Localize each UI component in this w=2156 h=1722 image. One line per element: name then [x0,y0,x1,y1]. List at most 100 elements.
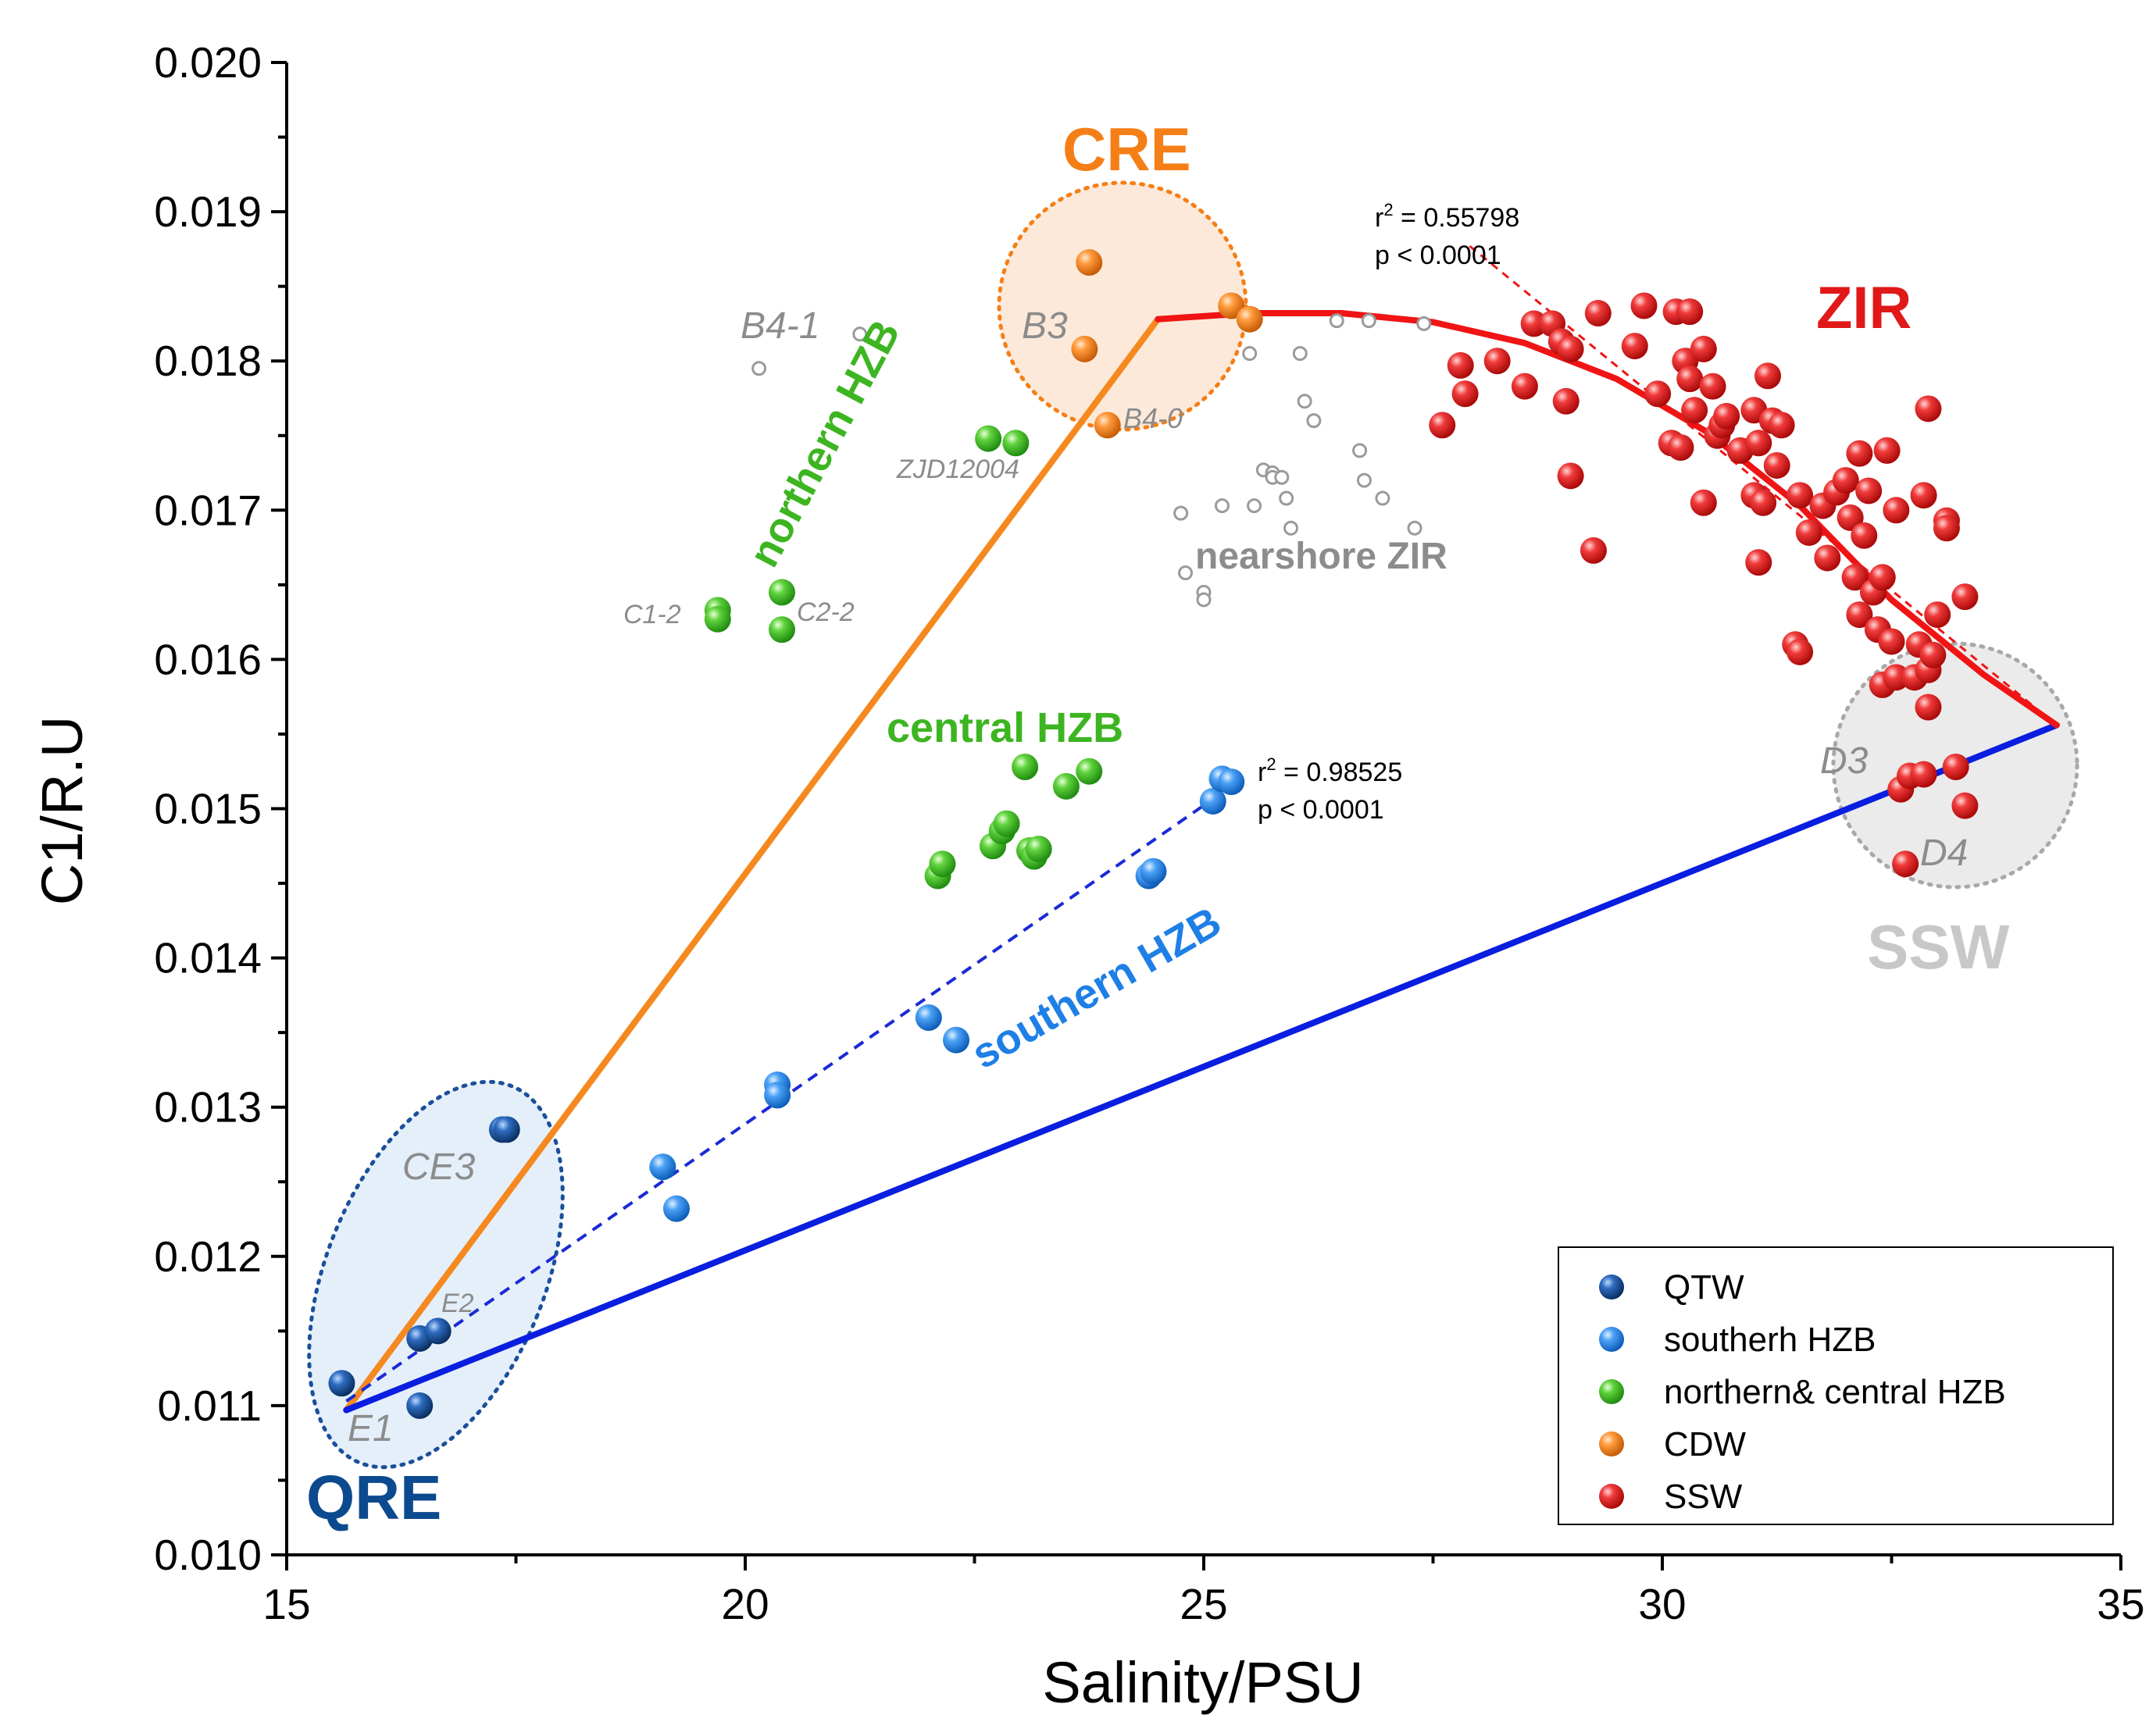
point-nearshore-zir [1306,413,1322,429]
point-ssw [1951,583,1979,611]
point-northern-central-hzb [704,605,731,633]
legend-label: SSW [1664,1478,1743,1516]
point-ssw [1846,601,1873,629]
point-nearshore-zir [1329,313,1344,329]
stat-p-blue: p < 0.0001 [1258,795,1384,825]
point-ssw [1621,333,1648,360]
blue-mixing-line [343,722,2060,1414]
point-ssw [1787,638,1814,665]
point-qtw [328,1370,355,1397]
point-ssw [1878,628,1905,655]
mixing-lines [343,244,2060,1414]
point-cdw [1236,305,1263,333]
point-ssw [1690,489,1717,516]
point-northern-central-hzb [1076,758,1103,785]
label-central-hzb: central HZB [887,704,1123,751]
point-northern-central-hzb [1012,753,1039,780]
point-ssw [1667,434,1694,462]
label-zjd12004: ZJD12004 [896,455,1019,484]
point-ssw [1787,482,1814,509]
point-nearshore-zir [1279,490,1294,506]
point-ssw [1630,292,1658,319]
point-ssw [1924,601,1951,629]
x-tick-label: 25 [1180,1580,1227,1628]
point-northern-central-hzb [993,810,1020,837]
point-northern-central-hzb [1052,772,1080,800]
cre-region-circle [997,180,1248,432]
legend-marker [1599,1275,1624,1300]
point-qtw [493,1116,520,1143]
point-nearshore-zir [852,326,868,342]
stat-r2-red: r2 = 0.55798 [1375,200,1519,233]
legend: QTW southerh HZB northern& central HZB CDW S… [1558,1246,2114,1525]
southern-hzb-regression-line [345,785,1233,1403]
orange-mixing-line [343,316,1162,1414]
point-nearshore-zir [1283,520,1299,536]
point-southerh-hzb [662,1195,690,1222]
data-points [328,249,1979,1419]
point-ssw [1933,515,1960,542]
point-southerh-hzb [1199,787,1226,815]
y-tick-label: 0.017 [154,486,262,534]
point-ssw [1754,362,1782,390]
region-label-zir: ZIR [1816,275,1911,341]
label-b4-0: B4-0 [1123,402,1183,434]
point-southerh-hzb [915,1004,942,1032]
point-nearshore-zir [751,361,767,376]
x-axis-title: Salinity/PSU [1042,1650,1363,1715]
point-ssw [1745,430,1772,457]
y-tick-label: 0.015 [154,785,262,833]
point-qtw [406,1392,434,1419]
point-ssw [1557,462,1584,490]
stat-p-red: p < 0.0001 [1375,241,1501,270]
point-nearshore-zir [1247,498,1262,514]
point-ssw [1676,298,1704,326]
label-d3: D3 [1820,740,1869,782]
point-southerh-hzb [764,1082,791,1109]
label-nearshore-zir: nearshore ZIR [1195,536,1447,577]
x-tick-label: 15 [262,1580,310,1628]
point-northern-central-hzb [975,425,1002,452]
point-southerh-hzb [1218,768,1245,796]
point-ssw [1483,348,1511,375]
y-tick-label: 0.014 [154,934,262,982]
point-ssw [1580,537,1607,564]
point-ssw [1768,412,1795,439]
point-ssw [1447,351,1474,379]
point-cdw [1076,249,1103,276]
point-ssw [1855,477,1883,504]
point-ssw [1873,437,1901,464]
label-ce3: CE3 [402,1146,476,1188]
point-northern-central-hzb [768,616,795,644]
point-ssw [1557,335,1584,362]
point-ssw [1511,373,1538,400]
point-ssw [1699,373,1726,400]
point-nearshore-zir [1407,520,1422,536]
region-label-qre: QRE [306,1463,441,1532]
y-tick-label: 0.020 [154,38,262,87]
point-ssw [1681,397,1708,424]
y-tick-label: 0.013 [154,1083,262,1132]
label-southern-hzb: southern HZB [964,898,1229,1078]
point-cdw [1218,292,1245,319]
point-ssw [1795,519,1822,546]
qre-region-ellipse [307,1079,565,1470]
legend-marker [1599,1431,1624,1456]
point-ssw [1690,335,1717,362]
point-ssw [1869,564,1896,591]
y-axis-title: C1/R.U [30,716,95,906]
y-tick-label: 0.011 [157,1382,262,1430]
point-nearshore-zir [1196,592,1212,608]
point-ssw [1910,761,1937,788]
point-southerh-hzb [1140,857,1167,885]
point-ssw [1520,310,1547,337]
y-tick-label: 0.019 [154,187,262,236]
legend-label: southerh HZB [1664,1321,1876,1359]
label-e2: E2 [441,1289,474,1318]
point-nearshore-zir [1361,313,1376,329]
point-northern-central-hzb [929,850,956,878]
point-ssw [1745,549,1772,576]
y-tick-label: 0.010 [154,1531,262,1579]
label-northern-hzb: northern HZB [741,312,909,574]
point-ssw [1892,850,1919,878]
